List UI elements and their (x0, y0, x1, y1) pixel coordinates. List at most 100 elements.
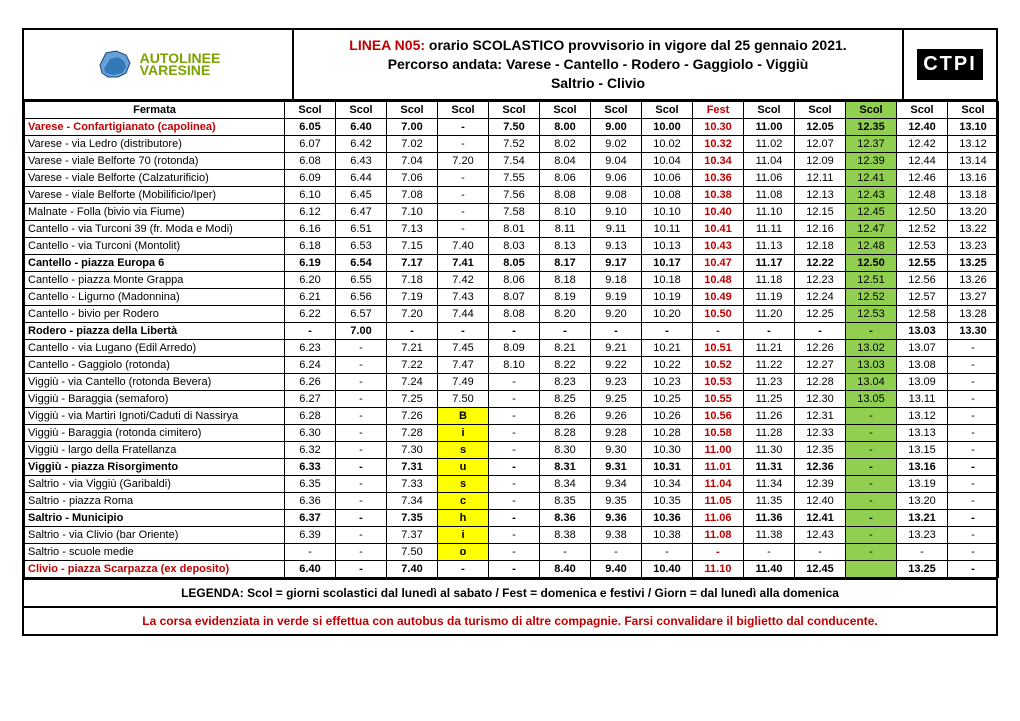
stop-cell: Rodero - piazza della Libertà (25, 322, 285, 339)
time-cell: 7.26 (387, 407, 438, 424)
time-cell: - (744, 543, 795, 560)
time-cell: 10.22 (642, 356, 693, 373)
time-cell: - (897, 543, 948, 560)
time-cell: 10.49 (693, 288, 744, 305)
time-cell: 10.11 (642, 220, 693, 237)
time-cell: 10.34 (693, 152, 744, 169)
time-cell: 13.21 (897, 509, 948, 526)
header-row: FermataScolScolScolScolScolScolScolScolF… (25, 101, 999, 118)
time-cell: 7.06 (387, 169, 438, 186)
time-cell: - (948, 526, 999, 543)
time-cell: 13.16 (948, 169, 999, 186)
time-cell: 11.06 (693, 509, 744, 526)
time-cell: - (336, 390, 387, 407)
time-cell: 12.58 (897, 305, 948, 322)
time-cell: 7.17 (387, 254, 438, 271)
stop-cell: Saltrio - piazza Roma (25, 492, 285, 509)
time-cell: - (591, 322, 642, 339)
time-cell: 10.32 (693, 135, 744, 152)
time-cell: 8.23 (540, 373, 591, 390)
time-cell: 10.00 (642, 118, 693, 135)
table-row: Cantello - Gaggiolo (rotonda)6.24-7.227.… (25, 356, 999, 373)
time-cell: - (846, 441, 897, 458)
time-cell: 13.22 (948, 220, 999, 237)
time-cell: - (948, 560, 999, 577)
time-cell: 12.26 (795, 339, 846, 356)
time-cell: 6.33 (285, 458, 336, 475)
time-cell: 11.22 (744, 356, 795, 373)
time-cell: - (846, 407, 897, 424)
time-cell: - (336, 458, 387, 475)
time-cell: 11.13 (744, 237, 795, 254)
time-cell: - (336, 373, 387, 390)
time-cell: 12.57 (897, 288, 948, 305)
time-cell: 10.58 (693, 424, 744, 441)
time-cell: 10.36 (693, 169, 744, 186)
stop-cell: Cantello - piazza Monte Grappa (25, 271, 285, 288)
time-cell: 9.04 (591, 152, 642, 169)
time-cell: 8.20 (540, 305, 591, 322)
col-header-run: Scol (540, 101, 591, 118)
table-row: Viggiù - largo della Fratellanza6.32-7.3… (25, 441, 999, 458)
time-cell: - (336, 424, 387, 441)
time-cell: 12.48 (897, 186, 948, 203)
time-cell: 7.21 (387, 339, 438, 356)
time-cell: - (336, 475, 387, 492)
col-header-stop: Fermata (25, 101, 285, 118)
time-cell: 6.07 (285, 135, 336, 152)
title-line-1: LINEA N05: orario SCOLASTICO provvisorio… (300, 36, 896, 55)
time-cell: - (438, 220, 489, 237)
time-cell: 9.23 (591, 373, 642, 390)
time-cell: 6.56 (336, 288, 387, 305)
time-cell: 6.22 (285, 305, 336, 322)
col-header-run: Scol (846, 101, 897, 118)
time-cell: 7.33 (387, 475, 438, 492)
table-row: Viggiù - via Cantello (rotonda Bevera)6.… (25, 373, 999, 390)
time-cell: 11.10 (744, 203, 795, 220)
time-cell: 12.23 (795, 271, 846, 288)
time-cell: c (438, 492, 489, 509)
time-cell: 13.23 (948, 237, 999, 254)
time-cell: 11.19 (744, 288, 795, 305)
time-cell: 7.22 (387, 356, 438, 373)
time-cell: 11.08 (693, 526, 744, 543)
time-cell: 12.48 (846, 237, 897, 254)
time-cell: - (336, 441, 387, 458)
time-cell: 11.01 (693, 458, 744, 475)
stop-cell: Varese - viale Belforte (Calzaturificio) (25, 169, 285, 186)
time-cell: 6.05 (285, 118, 336, 135)
time-cell: 9.19 (591, 288, 642, 305)
time-cell: 12.53 (846, 305, 897, 322)
table-row: Cantello - bivio per Rodero6.226.577.207… (25, 305, 999, 322)
time-cell: i (438, 526, 489, 543)
time-cell: - (336, 339, 387, 356)
time-cell: 10.28 (642, 424, 693, 441)
table-row: Viggiù - Baraggia (rotonda cimitero)6.30… (25, 424, 999, 441)
time-cell: 6.37 (285, 509, 336, 526)
time-cell: 8.03 (489, 237, 540, 254)
time-cell: - (948, 492, 999, 509)
time-cell: 6.43 (336, 152, 387, 169)
time-cell: 11.28 (744, 424, 795, 441)
time-cell: 12.50 (846, 254, 897, 271)
time-cell: - (642, 543, 693, 560)
time-cell: 9.11 (591, 220, 642, 237)
time-cell: 12.18 (795, 237, 846, 254)
time-cell: - (846, 509, 897, 526)
time-cell: 7.02 (387, 135, 438, 152)
table-row: Viggiù - via Martiri Ignoti/Caduti di Na… (25, 407, 999, 424)
time-cell: 13.18 (948, 186, 999, 203)
time-cell: 13.16 (897, 458, 948, 475)
time-cell: - (489, 407, 540, 424)
time-cell: - (591, 543, 642, 560)
time-cell: - (489, 373, 540, 390)
time-cell: 6.36 (285, 492, 336, 509)
time-cell: 7.31 (387, 458, 438, 475)
time-cell: 10.30 (693, 118, 744, 135)
table-row: Varese - via Ledro (distributore)6.076.4… (25, 135, 999, 152)
time-cell: 10.56 (693, 407, 744, 424)
time-cell: - (285, 322, 336, 339)
time-cell: 12.25 (795, 305, 846, 322)
time-cell: 10.21 (642, 339, 693, 356)
time-cell: 8.19 (540, 288, 591, 305)
